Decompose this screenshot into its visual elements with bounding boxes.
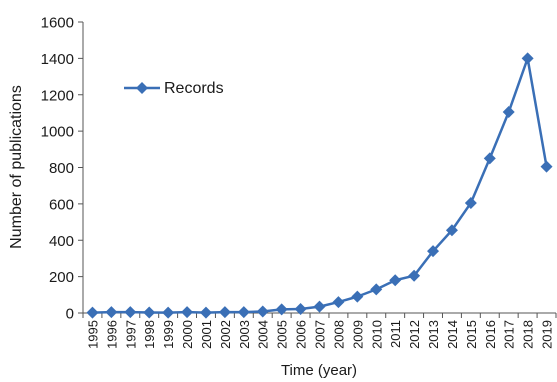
x-axis: 1995 1996 1997 1998 1999 2000 2001 2002 2003 2004…	[82, 312, 557, 349]
data-point	[313, 300, 326, 313]
x-tick-label: 2008	[331, 320, 346, 349]
series-line	[92, 57, 548, 314]
x-tick-label: 1996	[104, 320, 119, 349]
data-point	[464, 196, 477, 209]
x-tick-label: 2003	[237, 320, 252, 349]
y-tick-label: 200	[49, 269, 74, 286]
x-tick-label: 2014	[445, 320, 460, 349]
data-point	[256, 305, 269, 318]
data-point	[105, 306, 118, 319]
y-tick-label: 1400	[41, 51, 74, 68]
x-tick-label: 2004	[256, 320, 271, 349]
data-point	[389, 274, 402, 287]
x-tick-label: 2011	[388, 320, 403, 348]
data-point	[351, 290, 364, 303]
data-point	[199, 306, 212, 319]
data-point	[143, 306, 156, 319]
x-tick-label: 1998	[142, 320, 157, 349]
x-tick-label: 2000	[180, 320, 195, 349]
x-tick-label: 2017	[502, 320, 517, 349]
legend-label: Records	[164, 80, 224, 97]
y-tick-label: 400	[49, 233, 74, 250]
data-point	[294, 302, 307, 315]
y-tick-label: 1200	[41, 87, 74, 104]
data-point	[521, 52, 534, 65]
x-tick-label: 2016	[483, 320, 498, 349]
x-tick-label: 2009	[350, 320, 365, 349]
x-tick-label: 2002	[218, 320, 233, 349]
x-tick-label: 1995	[85, 320, 100, 349]
x-tick-label: 1997	[123, 320, 138, 349]
y-axis: 0 200 400 600 800 1000 1200 1400 1600	[41, 15, 84, 323]
data-point	[502, 106, 515, 119]
y-axis-title: Number of publications	[8, 85, 25, 249]
x-tick-label: 2007	[313, 320, 328, 349]
y-tick-label: 800	[49, 160, 74, 177]
legend-marker	[136, 82, 148, 94]
data-point	[162, 306, 175, 319]
y-tick-label: 600	[49, 196, 74, 213]
data-point	[540, 160, 553, 173]
x-tick-label: 2010	[369, 320, 384, 349]
data-point	[181, 306, 194, 319]
x-tick-label: 1999	[161, 320, 176, 349]
x-tick-label: 2012	[407, 320, 422, 349]
data-point	[483, 152, 496, 165]
data-point	[370, 283, 383, 296]
x-tick-label: 2006	[294, 320, 309, 349]
data-point	[86, 306, 99, 319]
data-point	[427, 245, 440, 258]
x-tick-label: 2001	[199, 320, 214, 349]
data-point	[275, 303, 288, 316]
y-tick-label: 1000	[41, 124, 74, 141]
y-tick-label: 1600	[41, 15, 74, 32]
data-point	[445, 224, 458, 237]
x-tick-label: 2015	[464, 320, 479, 349]
x-axis-title: Time (year)	[281, 362, 357, 379]
legend: Records	[124, 80, 224, 97]
x-tick-label: 2005	[275, 320, 290, 349]
data-point	[218, 306, 231, 319]
data-point	[332, 296, 345, 309]
data-point	[408, 269, 421, 282]
data-point	[124, 306, 137, 319]
x-tick-label: 2019	[540, 320, 555, 349]
data-point	[237, 306, 250, 319]
y-tick-label: 0	[66, 306, 74, 323]
x-tick-label: 2018	[521, 320, 536, 349]
x-tick-label: 2013	[426, 320, 441, 349]
